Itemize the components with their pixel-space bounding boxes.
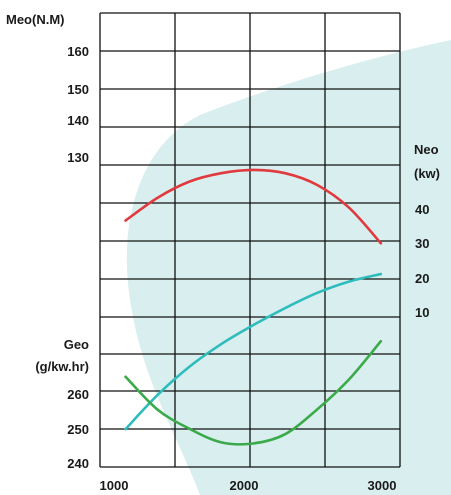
meo-tick-label-1: 150 [67,82,89,97]
neo-tick-label-3: 10 [415,305,429,320]
meo-tick-label-3: 130 [67,150,89,165]
data-point-neo-1 [156,394,159,396]
geo-tick-label-2: 240 [67,456,89,471]
geo-tick-label-1: 250 [67,422,89,437]
data-point-meo-5 [284,172,286,174]
background-leaf-shape [126,40,451,495]
data-point-geo-8 [380,340,382,342]
data-point-geo-5 [284,433,286,435]
data-point-neo-0 [124,428,127,430]
data-point-geo-2 [188,427,191,430]
data-point-neo-2 [188,365,191,368]
data-point-meo-2 [188,180,191,183]
data-point-neo-3 [220,343,223,345]
neo-tick-label-2: 20 [415,271,429,286]
geo-axis-label-line1: Geo [64,337,89,352]
data-point-meo-4 [252,169,254,171]
data-point-meo-7 [348,206,350,209]
data-point-meo-1 [156,197,159,199]
neo-tick-label-0: 40 [415,202,429,217]
data-point-neo-5 [284,307,286,309]
meo-axis-label: Meo(N.M) [6,12,65,27]
meo-tick-label-2: 140 [67,113,89,128]
data-point-meo-8 [380,242,382,245]
x-tick-label-2: 3000 [368,478,397,493]
data-point-geo-7 [348,378,350,381]
data-point-geo-4 [252,442,254,445]
chart-grid [99,12,401,468]
geo-tick-label-0: 260 [67,387,89,402]
data-point-geo-0 [124,375,127,378]
data-point-meo-0 [124,219,127,222]
neo-tick-label-1: 30 [415,236,429,251]
geo-axis-label-line2: (g/kw.hr) [35,359,89,374]
data-point-neo-7 [348,280,350,283]
axis-labels: Meo(N.M) 160 150 140 130 Neo (kw) 40 30 20 10 Geo (g… [6,12,440,493]
data-point-neo-6 [316,292,318,294]
data-point-geo-1 [156,408,159,411]
series-layer [124,168,383,446]
data-point-geo-6 [316,408,318,411]
x-tick-label-0: 1000 [100,478,129,493]
neo-axis-label-line2: (kw) [414,166,440,181]
meo-tick-label-0: 160 [67,44,89,59]
data-point-neo-4 [252,324,254,326]
data-point-meo-6 [316,184,318,186]
data-point-neo-8 [380,273,382,275]
x-tick-label-1: 2000 [230,478,259,493]
data-point-meo-3 [220,172,223,174]
neo-axis-label-line1: Neo [414,142,439,157]
data-point-geo-3 [220,441,223,444]
